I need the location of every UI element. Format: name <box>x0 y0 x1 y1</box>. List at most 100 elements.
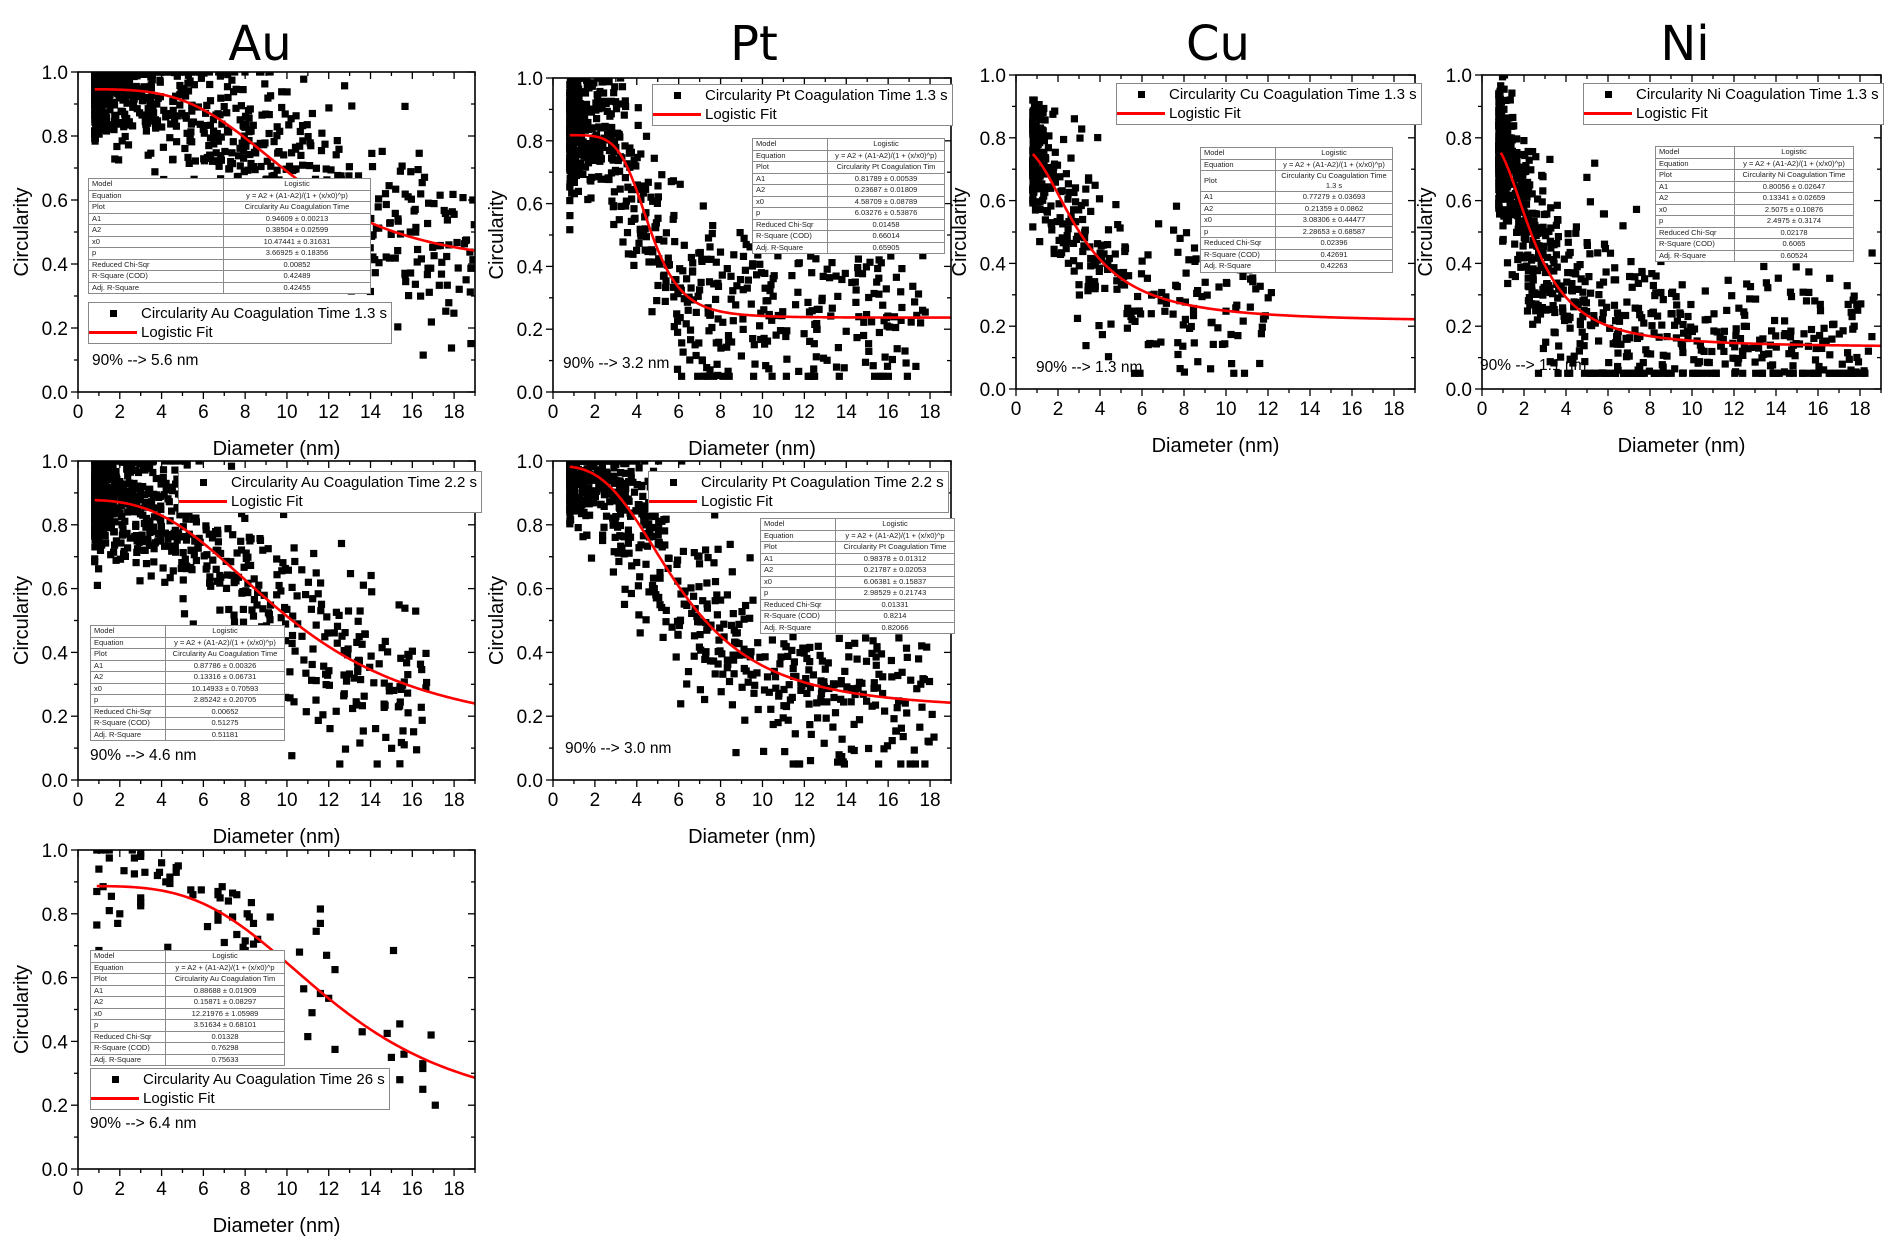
data-point <box>289 584 296 591</box>
data-point <box>1595 337 1602 344</box>
x-tick-label: 8 <box>240 790 251 811</box>
data-point <box>151 168 158 175</box>
data-point <box>1234 332 1241 339</box>
data-point <box>251 575 258 582</box>
data-point <box>309 645 316 652</box>
data-point <box>607 126 614 133</box>
data-point <box>863 698 870 705</box>
x-tick-label: 12 <box>318 790 339 811</box>
data-point <box>692 341 699 348</box>
data-point <box>747 554 754 561</box>
data-point <box>908 319 915 326</box>
data-point <box>1073 236 1080 243</box>
legend-label: Logistic Fit <box>137 323 213 342</box>
data-point <box>1136 307 1143 314</box>
data-point <box>217 73 224 80</box>
data-point <box>1070 189 1077 196</box>
data-point <box>92 518 99 525</box>
y-axis-label: Circularity <box>11 576 33 665</box>
data-point <box>130 485 137 492</box>
data-point <box>370 679 377 686</box>
data-point <box>1523 182 1530 189</box>
data-point <box>298 566 305 573</box>
size-threshold-annotation: 90% --> 5.6 nm <box>92 352 198 370</box>
data-point <box>870 362 877 369</box>
data-point <box>1624 336 1631 343</box>
data-point <box>1565 239 1572 246</box>
data-point <box>226 165 233 172</box>
data-point <box>655 236 662 243</box>
data-point <box>702 546 709 553</box>
data-point <box>401 605 408 612</box>
data-point <box>1240 318 1247 325</box>
data-point <box>259 547 266 554</box>
y-tick-label: 0.8 <box>42 127 68 148</box>
data-point <box>341 82 348 89</box>
y-tick-label: 0.6 <box>1446 192 1472 213</box>
fit-param-name: Adj. R-Square <box>1201 261 1276 273</box>
data-point <box>168 508 175 515</box>
data-point <box>776 660 783 667</box>
x-tick-label: 2 <box>115 790 126 811</box>
data-point <box>658 171 665 178</box>
data-point <box>318 147 325 154</box>
data-point <box>1511 241 1518 248</box>
data-point <box>1144 275 1151 282</box>
x-tick-label: 10 <box>276 402 297 423</box>
data-point <box>1781 368 1788 375</box>
data-point <box>453 239 460 246</box>
data-point <box>625 496 632 503</box>
data-point <box>1076 135 1083 142</box>
data-point <box>608 98 615 105</box>
data-point <box>717 249 724 256</box>
data-point <box>598 176 605 183</box>
x-tick-label: 16 <box>402 402 423 423</box>
data-point <box>203 551 210 558</box>
data-point <box>742 602 749 609</box>
data-point <box>717 345 724 352</box>
data-point <box>230 88 237 95</box>
data-point <box>1085 283 1092 290</box>
data-point <box>656 539 663 546</box>
data-point <box>280 151 287 158</box>
data-point <box>252 149 259 156</box>
data-point <box>333 151 340 158</box>
fit-param-value: 2.85242 ± 0.20705 <box>166 695 285 707</box>
data-point <box>848 698 855 705</box>
data-point <box>810 365 817 372</box>
data-point <box>1117 224 1124 231</box>
fit-param-value: y = A2 + (A1-A2)/(1 + (x/x0)^p) <box>1276 159 1393 171</box>
data-point <box>229 531 236 538</box>
data-point <box>401 103 408 110</box>
data-point <box>140 83 147 90</box>
data-point <box>590 79 597 86</box>
size-threshold-annotation: 90% --> 4.6 nm <box>90 747 196 765</box>
data-point <box>193 518 200 525</box>
data-point <box>701 656 708 663</box>
data-point <box>1826 275 1833 282</box>
data-point <box>1789 362 1796 369</box>
data-point <box>567 516 574 523</box>
data-point <box>1503 141 1510 148</box>
data-point <box>612 168 619 175</box>
data-point <box>331 629 338 636</box>
fit-table-row: R-Square (COD)0.66014 <box>753 231 945 243</box>
data-point <box>1746 295 1753 302</box>
data-point <box>201 130 208 137</box>
data-point <box>99 511 106 518</box>
data-point <box>912 363 919 370</box>
data-point <box>379 148 386 155</box>
data-point <box>173 138 180 145</box>
x-tick-label: 8 <box>1179 399 1190 420</box>
data-point <box>186 160 193 167</box>
data-point <box>133 493 140 500</box>
y-tick-label: 0.0 <box>980 380 1006 401</box>
data-point <box>1539 173 1546 180</box>
data-point <box>1611 302 1618 309</box>
data-point <box>1714 328 1721 335</box>
data-point <box>1247 304 1254 311</box>
data-point <box>670 293 677 300</box>
